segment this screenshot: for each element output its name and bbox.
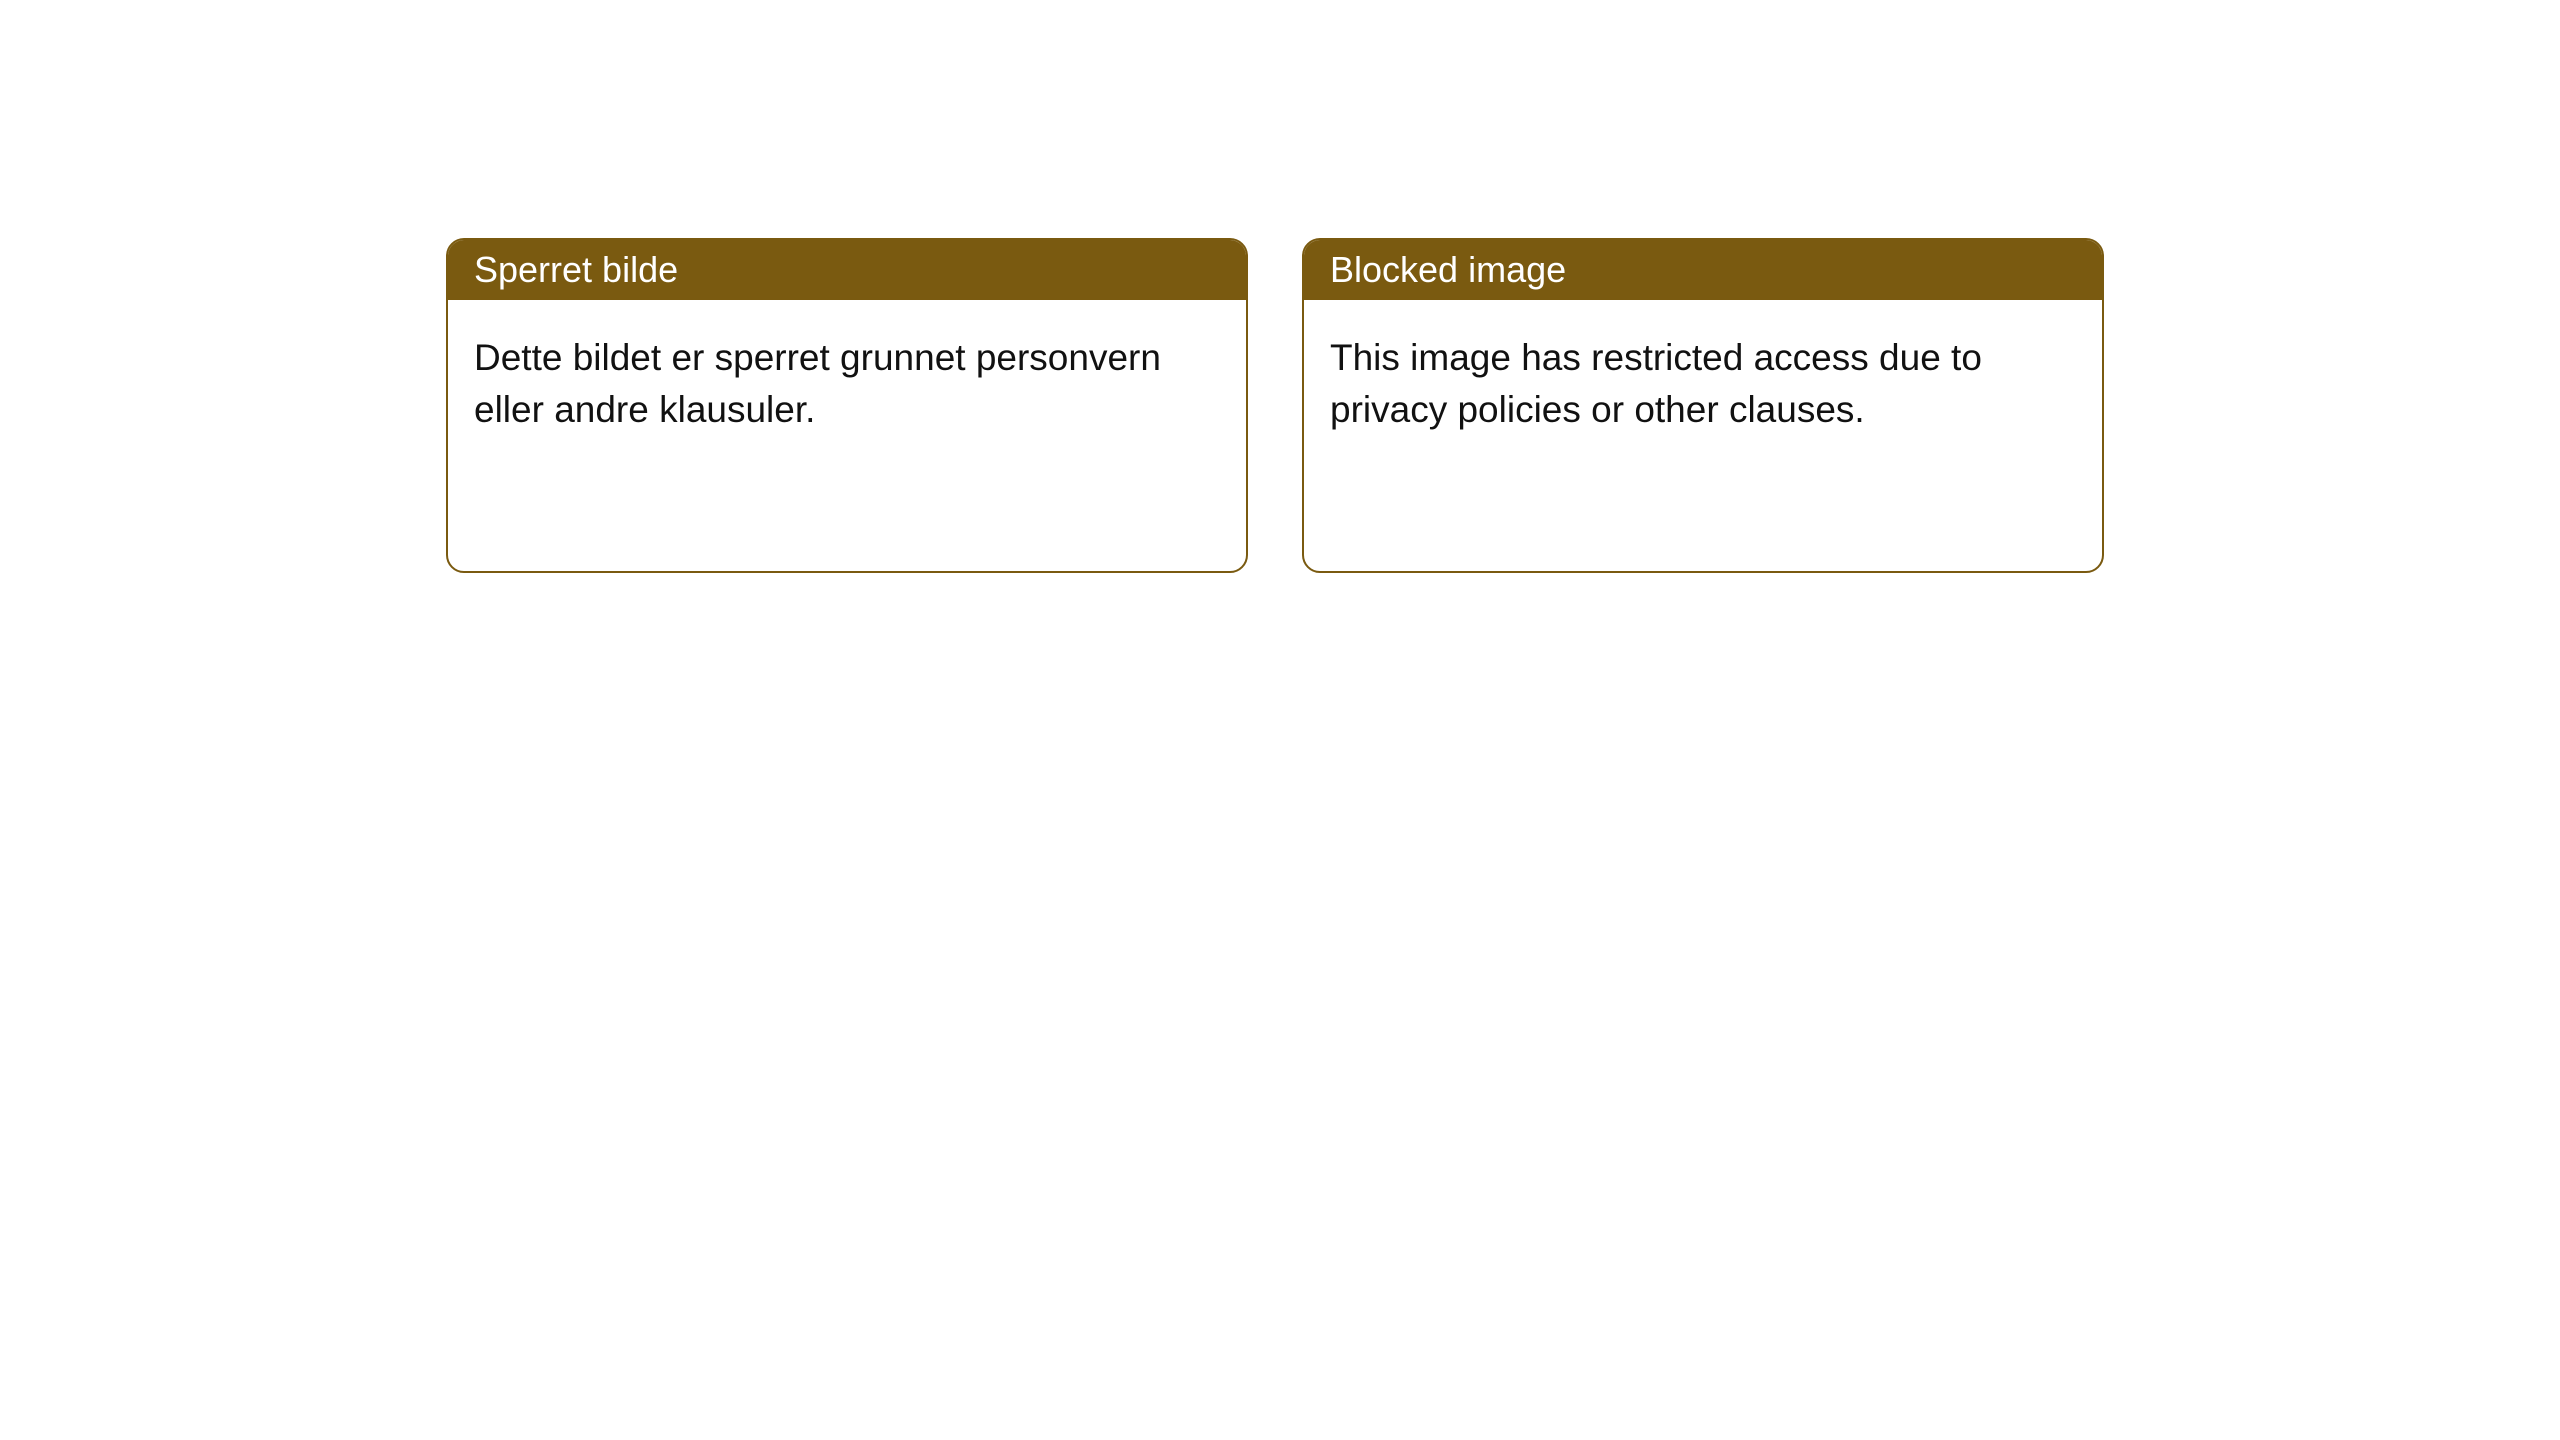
notice-body-text: Dette bildet er sperret grunnet personve…: [474, 337, 1161, 430]
notice-body: This image has restricted access due to …: [1304, 300, 2102, 468]
notice-header: Blocked image: [1304, 240, 2102, 300]
notice-header-text: Sperret bilde: [474, 249, 678, 291]
notice-body: Dette bildet er sperret grunnet personve…: [448, 300, 1246, 468]
notice-header: Sperret bilde: [448, 240, 1246, 300]
notice-card-english: Blocked image This image has restricted …: [1302, 238, 2104, 573]
notice-container: Sperret bilde Dette bildet er sperret gr…: [0, 0, 2560, 573]
notice-header-text: Blocked image: [1330, 249, 1566, 291]
notice-card-norwegian: Sperret bilde Dette bildet er sperret gr…: [446, 238, 1248, 573]
notice-body-text: This image has restricted access due to …: [1330, 337, 1982, 430]
